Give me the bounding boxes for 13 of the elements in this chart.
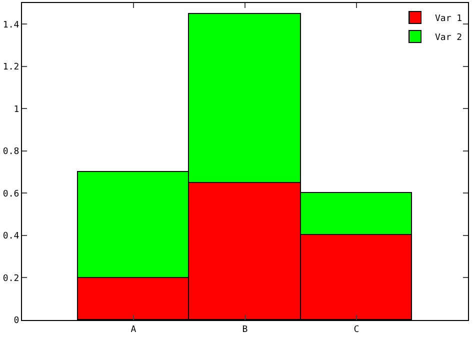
y-tick-label: 1.4 bbox=[2, 20, 20, 30]
y-tick-label: 0.2 bbox=[2, 274, 20, 284]
x-tick-label: A bbox=[130, 324, 137, 335]
x-tick-label: C bbox=[354, 324, 360, 335]
legend-label: Var 1 bbox=[435, 14, 462, 24]
y-tick-label: 0.8 bbox=[2, 147, 20, 158]
y-tick-label: 1.2 bbox=[2, 62, 20, 73]
y-tick-label: 0.6 bbox=[2, 189, 20, 200]
y-tick-label: 0 bbox=[14, 316, 20, 326]
y-tick-label: 1 bbox=[14, 104, 20, 115]
x-tick-label: B bbox=[242, 324, 248, 335]
legend-label: Var 2 bbox=[435, 33, 462, 44]
y-tick-label: 0.4 bbox=[2, 232, 20, 242]
